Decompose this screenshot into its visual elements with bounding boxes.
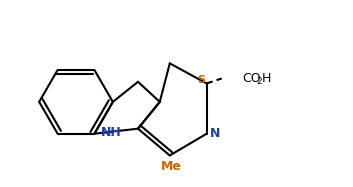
Text: NH: NH <box>101 126 121 139</box>
Text: Me: Me <box>161 160 182 173</box>
Text: 2: 2 <box>256 77 262 86</box>
Text: CO: CO <box>242 72 261 85</box>
Text: S: S <box>198 75 205 85</box>
Text: N: N <box>210 127 220 140</box>
Text: H: H <box>262 72 271 85</box>
